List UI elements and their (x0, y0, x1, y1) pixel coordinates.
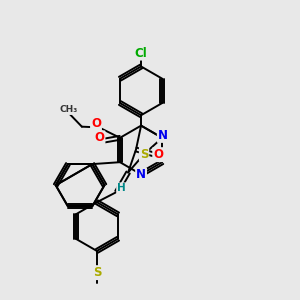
Text: S: S (140, 148, 148, 160)
Text: Cl: Cl (135, 46, 148, 60)
Text: N: N (158, 129, 168, 142)
Text: H: H (117, 183, 126, 193)
Text: O: O (94, 131, 104, 144)
Text: CH₃: CH₃ (60, 105, 78, 114)
Text: S: S (93, 266, 101, 279)
Text: O: O (153, 148, 163, 161)
Text: O: O (91, 117, 101, 130)
Text: N: N (136, 169, 146, 182)
